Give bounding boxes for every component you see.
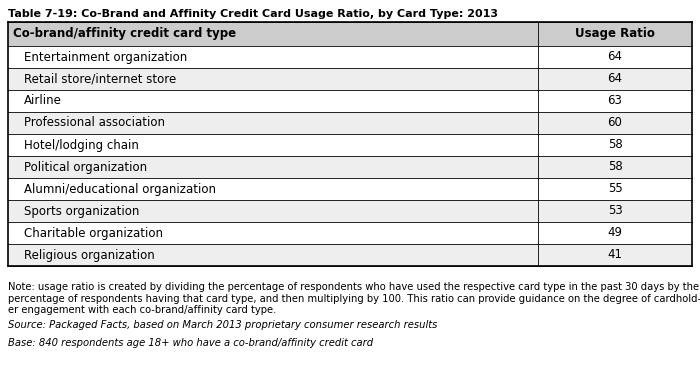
Text: Sports organization: Sports organization (24, 205, 139, 217)
Bar (8, 178, 692, 200)
Bar (8, 134, 692, 156)
Text: percentage of respondents having that card type, and then multiplying by 100. Th: percentage of respondents having that ca… (8, 293, 700, 303)
Text: 53: 53 (608, 205, 622, 217)
Bar (8, 112, 692, 134)
Text: Religious organization: Religious organization (24, 248, 155, 262)
Text: 58: 58 (608, 161, 622, 174)
Text: Source: Packaged Facts, based on March 2013 proprietary consumer research result: Source: Packaged Facts, based on March 2… (8, 321, 438, 331)
Text: 63: 63 (608, 94, 622, 108)
Text: er engagement with each co-brand/affinity card type.: er engagement with each co-brand/affinit… (8, 305, 276, 315)
Text: Hotel/lodging chain: Hotel/lodging chain (24, 139, 139, 152)
Text: 64: 64 (608, 51, 622, 63)
Text: Table 7-19: Co-Brand and Affinity Credit Card Usage Ratio, by Card Type: 2013: Table 7-19: Co-Brand and Affinity Credit… (8, 9, 498, 19)
Bar (8, 46, 692, 68)
Text: Charitable organization: Charitable organization (24, 227, 163, 240)
Bar (8, 156, 692, 178)
Bar (8, 244, 692, 266)
Text: Usage Ratio: Usage Ratio (575, 28, 655, 40)
Bar (8, 68, 692, 90)
Text: Airline: Airline (24, 94, 62, 108)
Text: 64: 64 (608, 73, 622, 86)
Text: 41: 41 (608, 248, 622, 262)
Bar (8, 90, 692, 112)
Text: Alumni/educational organization: Alumni/educational organization (24, 182, 216, 195)
Text: 55: 55 (608, 182, 622, 195)
Text: Base: 840 respondents age 18+ who have a co-brand/affinity credit card: Base: 840 respondents age 18+ who have a… (8, 338, 373, 348)
Text: Professional association: Professional association (24, 116, 165, 129)
Bar (8, 222, 692, 244)
Text: Note: usage ratio is created by dividing the percentage of respondents who have : Note: usage ratio is created by dividing… (8, 282, 699, 292)
Text: 60: 60 (608, 116, 622, 129)
Bar (8, 200, 692, 222)
Text: Political organization: Political organization (24, 161, 147, 174)
Text: 49: 49 (608, 227, 622, 240)
Text: Retail store/internet store: Retail store/internet store (24, 73, 176, 86)
Text: Entertainment organization: Entertainment organization (24, 51, 188, 63)
Text: Co-brand/affinity credit card type: Co-brand/affinity credit card type (13, 28, 236, 40)
Bar (8, 22, 692, 46)
Text: 58: 58 (608, 139, 622, 152)
